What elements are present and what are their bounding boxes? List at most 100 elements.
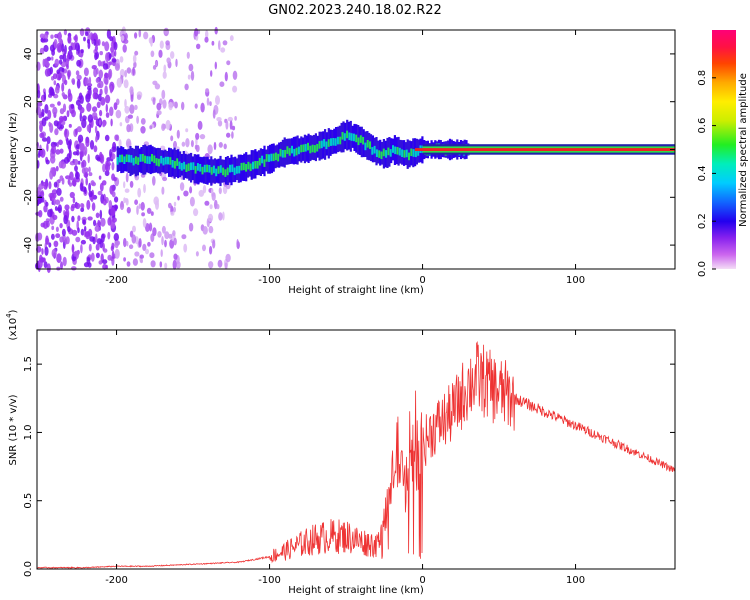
spectrogram-noise-blob [88,172,93,177]
spectrogram-noise-blob [188,222,194,232]
spectrogram-noise-blob [217,120,223,127]
spectrogram-core-cell [160,155,163,164]
spectrogram-noise-blob [218,187,222,195]
spectrogram-band-cell [122,147,125,173]
spectrogram-noise-blob [154,83,161,90]
spectrogram-noise-blob [183,190,189,197]
spectrogram-noise-blob [111,217,117,223]
spectrogram-noise-blob [152,227,157,237]
spectrogram-noise-blob [126,240,129,247]
spectrogram-noise-blob [104,170,110,177]
spectrogram-noise-blob [81,167,86,174]
spectrogram-noise-blob [99,239,103,249]
spectrogram-noise-blob [123,257,126,262]
spectrogram-noise-blob [42,181,48,187]
spectrogram-noise-blob [236,239,239,249]
spectrogram-noise-blob [224,71,228,82]
spectrogram-core-cell [394,146,397,155]
spectrogram-noise-blob [226,60,231,66]
spectrogram-noise-blob [86,124,91,132]
spectrogram-noise-blob [88,243,92,252]
spectrogram-noise-blob [86,102,92,112]
spectrogram-core-cell [121,154,124,163]
snr-scale-label: (x104) [5,309,19,340]
spectrogram-core-cell [375,149,378,157]
spectrogram-noise-blob [58,115,64,123]
spectrogram-noise-blob [43,91,47,101]
spectrogram-core-cell [137,157,140,165]
spectrogram-noise-blob [98,175,102,180]
spectrogram-noise-blob [92,106,98,113]
spectrogram-noise-blob [51,91,55,96]
spectrogram-noise-blob [62,103,67,113]
spectrogram-noise-blob [102,63,109,70]
spectrogram-core-cell [238,165,241,174]
spectrogram-noise-blob [52,214,58,220]
spectrogram-y-tick-label: 40 [23,48,34,61]
spectrogram-noise-blob [45,159,50,165]
spectrogram-noise-blob [104,134,110,142]
spectrogram-noise-blob [172,230,176,237]
spectrogram-noise-blob [177,195,180,201]
spectrogram-core-cell [178,161,181,170]
spectrogram-noise-blob [124,70,127,78]
spectrogram-core-cell [272,153,275,162]
spectrogram-noise-blob [99,209,103,220]
spectrogram-core-cell [247,161,250,170]
spectrogram-noise-blob [82,219,86,225]
spectrogram-noise-blob [128,244,134,249]
spectrogram-noise-blob [209,204,213,210]
spectrogram-noise-blob [199,134,206,140]
spectrogram-noise-blob [75,144,81,150]
spectrogram-noise-blob [101,180,107,186]
snr-x-tick-label: 0 [419,575,425,586]
spectrogram-noise-blob [160,249,163,257]
spectrogram-noise-blob [124,188,130,193]
spectrogram-y-tick-label: 20 [23,95,34,108]
spectrogram-noise-blob [97,190,103,196]
spectrogram-noise-blob [95,233,98,243]
spectrogram-noise-blob [216,117,222,122]
spectrogram-core-cell [336,136,339,145]
spectrogram-core-cell [279,148,282,157]
spectrogram-band-cell [168,147,171,177]
spectrogram-core-cell [125,154,128,162]
spectrogram-core-cell [215,168,218,177]
spectrogram-noise-blob [202,226,208,235]
spectrogram-core-cell [302,144,305,152]
spectrogram-noise-blob [207,213,214,222]
spectrogram-band-cell [397,136,400,166]
spectrogram-noise-blob [205,30,209,39]
spectrogram-noise-blob [93,145,98,153]
spectrogram-core-cell [226,167,229,176]
spectrogram-noise-blob [53,80,57,86]
spectrogram-core-cell [173,161,176,169]
spectrogram-x-tick-label: -100 [258,275,281,286]
spectrogram-noise-blob [114,205,118,212]
spectrogram-noise-blob [138,203,142,209]
spectrogram-core-cell [123,156,126,164]
spectrogram-noise-blob [81,118,87,129]
spectrogram-noise-blob [116,77,123,88]
spectrogram-noise-blob [170,51,175,59]
spectrogram-x-ticks: -200 -100 0 100 [105,30,585,286]
spectrogram-noise-blob [106,157,112,162]
spectrogram-noise-blob [148,222,153,232]
spectrogram-noise-blob [71,179,77,187]
spectrogram-noise-blob [161,89,166,100]
spectrogram-noise-blob [219,81,225,87]
spectrogram-core-cell [401,149,404,157]
spectrogram-core-cell [224,169,227,177]
spectrogram-noise-blob [66,54,70,59]
spectrogram-core-cell [201,166,204,175]
spectrogram-noise-blob [49,103,55,108]
spectrogram-noise-blob [57,101,61,106]
spectrogram-noise-blob [47,109,52,120]
spectrogram-noise-blob [214,61,217,70]
spectrogram-noise-blob [155,61,158,67]
spectrogram-noise-blob [234,116,237,121]
spectrogram-noise-blob [54,58,60,67]
spectrogram-noise-blob [134,251,140,257]
spectrogram-noise-blob [226,132,231,138]
